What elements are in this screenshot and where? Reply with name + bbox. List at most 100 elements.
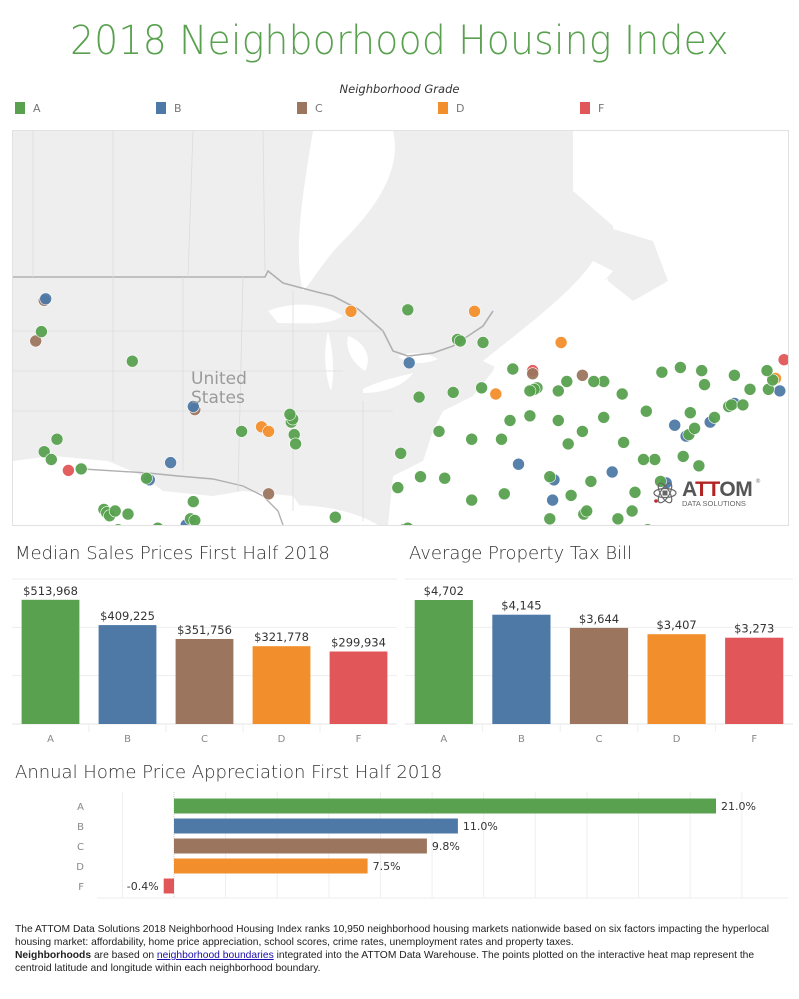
data-label: $513,968 (23, 584, 78, 598)
data-label: -0.4% (127, 880, 159, 893)
x-tick-label: B (518, 734, 525, 745)
map-point-a (766, 373, 780, 387)
map-point-a (639, 404, 653, 418)
tax-bill-bar-b (492, 614, 551, 724)
map-point-c (262, 487, 275, 501)
map-point-a (617, 436, 630, 449)
map-point-a (543, 512, 557, 525)
median-sales-chart: $513,968 A $409,225 B $351,756 C $321,778 D $299… (12, 578, 397, 745)
map-point-a (402, 521, 414, 525)
map-point-a (561, 437, 575, 451)
map-point-a (580, 504, 594, 518)
map-country-label: United (191, 369, 247, 389)
map-point-a (725, 398, 738, 412)
legend-item-a[interactable]: A (15, 100, 41, 116)
neighborhood-map[interactable]: United States (12, 130, 789, 526)
legend-swatch (156, 102, 166, 114)
data-label: $409,225 (100, 609, 155, 623)
median-sales-bar-a (21, 599, 80, 724)
page-title: 2018 Neighborhood Housing Index (70, 18, 729, 64)
logo-text: OM (719, 478, 753, 501)
map-point-a (708, 411, 721, 424)
map-point-a (643, 523, 652, 525)
map-point-a (611, 512, 625, 525)
legend-item-b[interactable]: B (156, 100, 182, 116)
lake-erie (363, 373, 413, 393)
data-label: 21.0% (721, 800, 756, 813)
map-point-a (560, 375, 574, 388)
map-point-b (39, 292, 53, 306)
appreciation-bar-f (163, 878, 174, 894)
median-sales-title: Median Sales Prices First Half 2018 (15, 543, 330, 564)
x-tick-label: B (124, 734, 131, 745)
map-point-a (584, 475, 598, 488)
map-point-b (512, 457, 525, 471)
map-point-a (628, 485, 642, 499)
map-point-a (394, 446, 408, 460)
map-land (603, 226, 668, 301)
admin-boundary (262, 131, 266, 272)
tax-bill-title: Average Property Tax Bill (409, 543, 633, 564)
y-tick-label: C (77, 842, 84, 853)
legend-item-c[interactable]: C (297, 100, 323, 116)
map-point-a (35, 325, 48, 338)
footer-text: The ATTOM Data Solutions 2018 Neighborho… (15, 924, 770, 948)
map-point-a (728, 369, 741, 382)
map-point-a (140, 471, 153, 485)
appreciation-bar-c (174, 838, 427, 854)
map-point-a (523, 384, 537, 398)
map-point-a (551, 414, 565, 427)
data-label: 7.5% (373, 860, 401, 873)
map-point-a (625, 504, 639, 518)
x-tick-label: A (47, 734, 54, 745)
map-land (13, 131, 618, 525)
admin-boundary (187, 131, 194, 278)
map-point-a (688, 421, 701, 435)
logo-text: A (682, 478, 696, 501)
map-point-a (152, 521, 164, 525)
registered-mark: ® (755, 478, 761, 485)
map-point-a (695, 364, 709, 377)
x-tick-label: D (673, 734, 681, 745)
legend-swatch (15, 102, 25, 114)
data-label: 11.0% (463, 820, 498, 833)
median-sales-bar-b (98, 625, 157, 724)
legend-item-d[interactable]: D (438, 100, 464, 116)
map-water (483, 261, 613, 371)
map-point-a (564, 489, 578, 502)
legend-label: D (456, 101, 465, 115)
x-tick-label: C (596, 734, 603, 745)
map-point-a (676, 450, 690, 463)
legend-swatch (297, 102, 307, 114)
map-point-a (328, 510, 342, 524)
map-point-a (126, 354, 139, 368)
map-point-a (283, 407, 297, 421)
legend-title: Neighborhood Grade (339, 82, 460, 96)
appreciation-bar-d (174, 858, 368, 874)
legend-item-f[interactable]: F (580, 100, 604, 116)
appreciation-chart: 21.0% A 11.0% B 9.8% C 7.5% D -0.4% F (76, 792, 788, 899)
data-label: $321,778 (254, 630, 309, 644)
map-point-a (438, 471, 452, 485)
tax-bill-bar-f (725, 637, 784, 724)
map-point-b (546, 493, 559, 507)
attom-logo: ATTOM ® DATA SOLUTIONS (652, 478, 762, 508)
x-tick-label: F (356, 734, 362, 745)
data-label: $299,934 (331, 636, 386, 650)
map-point-a (648, 453, 662, 466)
lake-huron (347, 336, 368, 371)
logo-wordmark: ATTOM (682, 478, 753, 502)
footer-text: integrated into the ATTOM Data Warehouse… (15, 950, 755, 974)
map-point-a (637, 453, 650, 466)
map-canvas[interactable]: United States (13, 131, 788, 525)
map-point-a (551, 384, 565, 398)
neighborhood-boundaries-link[interactable]: neighborhood boundaries (156, 950, 274, 961)
x-tick-label: D (278, 734, 286, 745)
map-point-a (523, 409, 537, 423)
hudson-bay (298, 131, 395, 291)
map-point-b (164, 456, 177, 469)
map-point-a (506, 362, 520, 376)
map-point-a (597, 411, 611, 424)
legend-label: B (174, 101, 182, 115)
